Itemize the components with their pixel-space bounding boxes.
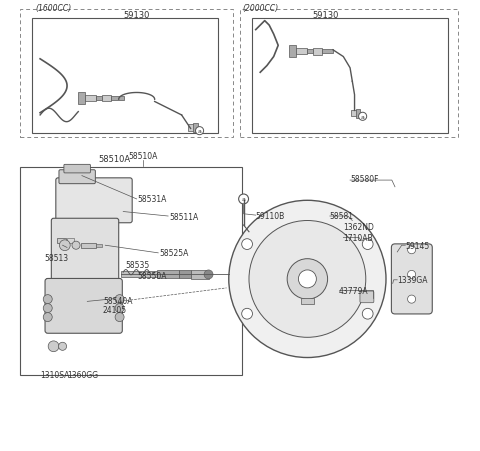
Bar: [193, 124, 198, 133]
Bar: [121, 272, 157, 277]
Circle shape: [362, 239, 373, 250]
Text: 58535: 58535: [125, 261, 150, 269]
Bar: [289, 46, 296, 57]
Bar: [67, 239, 74, 244]
Circle shape: [408, 246, 416, 254]
FancyBboxPatch shape: [56, 179, 132, 223]
Circle shape: [115, 313, 124, 322]
Bar: [81, 243, 96, 249]
Text: 58513: 58513: [45, 253, 69, 262]
Bar: [296, 48, 307, 55]
Text: 1360GG: 1360GG: [67, 370, 98, 379]
Circle shape: [60, 240, 70, 251]
Text: 58525A: 58525A: [159, 249, 189, 258]
Circle shape: [43, 304, 52, 313]
Text: 1710AB: 1710AB: [343, 234, 373, 243]
Text: 24105: 24105: [103, 305, 127, 314]
Text: 59130: 59130: [123, 11, 150, 20]
Bar: [322, 50, 333, 54]
FancyBboxPatch shape: [391, 244, 432, 314]
Bar: [240, 10, 458, 138]
Circle shape: [408, 271, 416, 279]
Text: 58510A: 58510A: [129, 152, 158, 161]
Text: 59145: 59145: [405, 241, 430, 250]
Text: 58531A: 58531A: [138, 195, 167, 204]
Bar: [20, 10, 233, 138]
Circle shape: [229, 201, 386, 358]
FancyBboxPatch shape: [64, 165, 90, 174]
Bar: [78, 93, 85, 105]
Circle shape: [242, 308, 252, 319]
Circle shape: [362, 308, 373, 319]
Circle shape: [43, 295, 52, 304]
Circle shape: [249, 221, 366, 337]
Bar: [110, 97, 124, 101]
Bar: [313, 49, 322, 55]
FancyBboxPatch shape: [51, 219, 119, 288]
Circle shape: [287, 259, 327, 299]
Circle shape: [43, 313, 52, 322]
Text: a: a: [360, 115, 365, 120]
Circle shape: [204, 270, 213, 279]
Circle shape: [59, 342, 67, 350]
Text: 58540A: 58540A: [103, 296, 132, 305]
Bar: [96, 244, 102, 248]
Text: 58581: 58581: [330, 211, 354, 220]
Circle shape: [408, 295, 416, 304]
Bar: [307, 50, 313, 54]
Bar: [20, 167, 242, 376]
Bar: [191, 270, 208, 279]
FancyBboxPatch shape: [59, 170, 96, 184]
Circle shape: [359, 113, 367, 121]
Text: 59130: 59130: [312, 11, 338, 20]
Circle shape: [115, 304, 124, 313]
Bar: [351, 110, 358, 117]
Text: 58510A: 58510A: [98, 155, 130, 164]
Text: 59110B: 59110B: [256, 211, 285, 220]
FancyBboxPatch shape: [45, 279, 122, 334]
Text: 1339GA: 1339GA: [397, 276, 428, 285]
Text: (1600CC): (1600CC): [36, 4, 72, 13]
Circle shape: [299, 270, 316, 288]
Text: 58580F: 58580F: [350, 175, 379, 184]
Text: 1362ND: 1362ND: [343, 222, 374, 231]
Text: 1310SA: 1310SA: [40, 370, 70, 379]
Circle shape: [242, 239, 252, 250]
Bar: [188, 125, 195, 132]
Text: a: a: [241, 197, 246, 202]
Bar: [356, 110, 360, 119]
Bar: [102, 96, 110, 102]
Bar: [85, 96, 96, 102]
Bar: [32, 19, 218, 133]
Bar: [157, 271, 180, 278]
Bar: [252, 19, 447, 133]
Text: 58550A: 58550A: [138, 272, 167, 281]
Bar: [96, 97, 102, 101]
Text: a: a: [198, 129, 202, 134]
Text: 58511A: 58511A: [169, 212, 198, 221]
Circle shape: [72, 242, 80, 250]
Circle shape: [195, 127, 204, 135]
Bar: [180, 270, 191, 278]
FancyBboxPatch shape: [360, 291, 374, 303]
Bar: [57, 238, 66, 244]
Text: 43779A: 43779A: [339, 286, 369, 295]
Circle shape: [239, 194, 249, 204]
Circle shape: [115, 295, 124, 304]
Circle shape: [48, 341, 59, 352]
Bar: [300, 299, 314, 304]
Text: (2000CC): (2000CC): [242, 4, 278, 13]
